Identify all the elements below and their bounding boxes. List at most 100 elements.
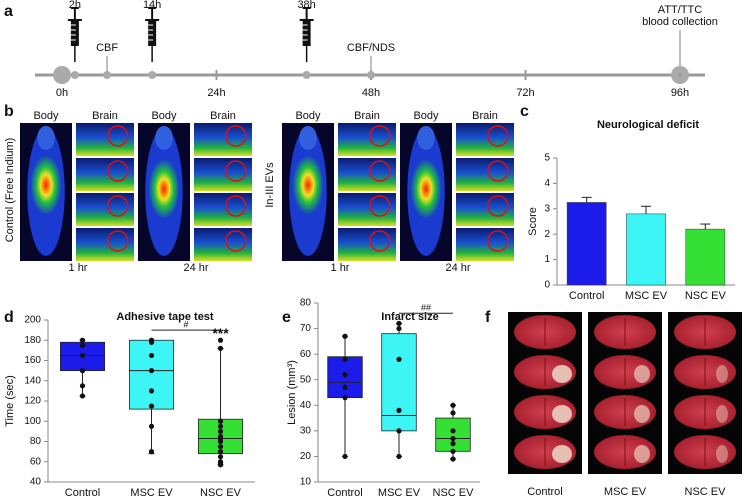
infarct-region [634,445,650,463]
lesion-marker [107,125,129,147]
y-tick-label: 120 [24,396,41,407]
timeline-node [53,66,71,84]
significance-label: *** [212,325,229,341]
x-tick-label: MSC EV [130,487,173,499]
y-tick-label: 20 [300,451,312,462]
chart-title: Adhesive tape test [116,311,214,323]
data-point [217,423,224,429]
data-point [148,403,155,409]
data-point [450,435,456,442]
syringe-barrel [70,20,79,46]
body-head [37,126,55,150]
injection-label: 2h [69,0,81,11]
y-tick-label: 140 [24,375,41,386]
timeline-tick-label: 24h [207,87,225,99]
y-axis-label: Time (sec) [4,375,16,427]
data-point [450,402,456,408]
brain-scan [76,193,134,226]
y-tick-label: 40 [30,477,42,488]
syringe-barrel [148,20,157,46]
y-tick-label: 60 [300,349,312,360]
data-point [342,356,348,362]
body-head [155,126,173,150]
panel-letter: c [520,103,529,120]
y-axis-label: Lesion (mm³) [286,360,298,425]
y-tick-label: 50 [300,374,312,385]
infarct-region [552,445,572,463]
body-head [417,126,435,150]
brain-scan [194,158,252,191]
slice-label: NSC EV [685,486,727,498]
timeline-event [148,71,157,79]
assessment-label: CBF [96,42,118,54]
lesion-marker [225,230,247,252]
data-point [396,320,402,327]
x-tick-label: Control [327,487,362,499]
time-label: 24 hr [183,262,208,274]
time-label: 1 hr [331,262,350,274]
data-point [79,337,86,343]
timeline-event [103,71,112,79]
bar [685,228,726,286]
body-head [299,126,317,150]
panel-letter: f [485,309,491,326]
data-point [217,438,224,445]
lesion-marker [107,195,129,217]
side-label: In-III EVs [264,162,276,208]
y-tick-label: 1 [544,254,550,265]
syringe-icon [299,7,314,62]
x-tick-label: NSC EV [433,487,475,499]
brain-scan [456,158,514,191]
data-point [217,454,224,460]
y-tick-label: 3 [544,203,550,214]
x-tick-label: Control [569,290,604,302]
x-tick-label: Control [65,487,100,499]
column-label: Brain [210,110,236,122]
brain-scan [456,123,514,156]
panel-letter: d [4,309,14,326]
infarct-region [552,405,572,423]
panel-letter: a [4,3,13,20]
lesion-marker [107,230,129,252]
data-point [396,407,402,413]
box [435,417,471,452]
time-label: 24 hr [445,262,470,274]
slice-label: MSC EV [604,486,647,498]
lesion-marker [487,160,509,182]
data-point [342,333,348,339]
syringe-icon [145,7,160,62]
timeline-event [678,73,682,77]
lesion-marker [225,160,247,182]
body-uptake [410,159,442,219]
data-point [79,368,86,374]
timeline-event [302,71,311,79]
data-point [450,456,456,462]
infarct-region [552,365,572,383]
lesion-marker [369,230,391,252]
brain-scan [456,228,514,261]
column-label: Body [295,110,321,122]
timeline-event [70,71,79,79]
brain-scan [194,193,252,226]
brain-scan [456,193,514,226]
y-axis-label: Score [527,207,539,236]
data-point [148,423,155,429]
data-point [396,325,402,332]
assessment-label: CBF/NDS [347,42,395,54]
data-point [148,339,155,345]
data-point [217,345,224,351]
timeline-tick-label: 96h [671,87,689,99]
y-tick-label: 30 [300,425,312,436]
brain-scan [338,123,396,156]
timeline-event [367,71,375,79]
lesion-marker [487,195,509,217]
time-label: 1 hr [69,262,88,274]
data-point [396,356,402,362]
y-tick-label: 180 [24,335,41,346]
panel-letter: e [282,309,291,326]
side-label: Control (Free Indium) [4,138,16,243]
lesion-marker [225,125,247,147]
brain-scan [338,228,396,261]
y-tick-label: 70 [300,323,312,334]
assessment-label: ATT/TTC [658,4,702,16]
